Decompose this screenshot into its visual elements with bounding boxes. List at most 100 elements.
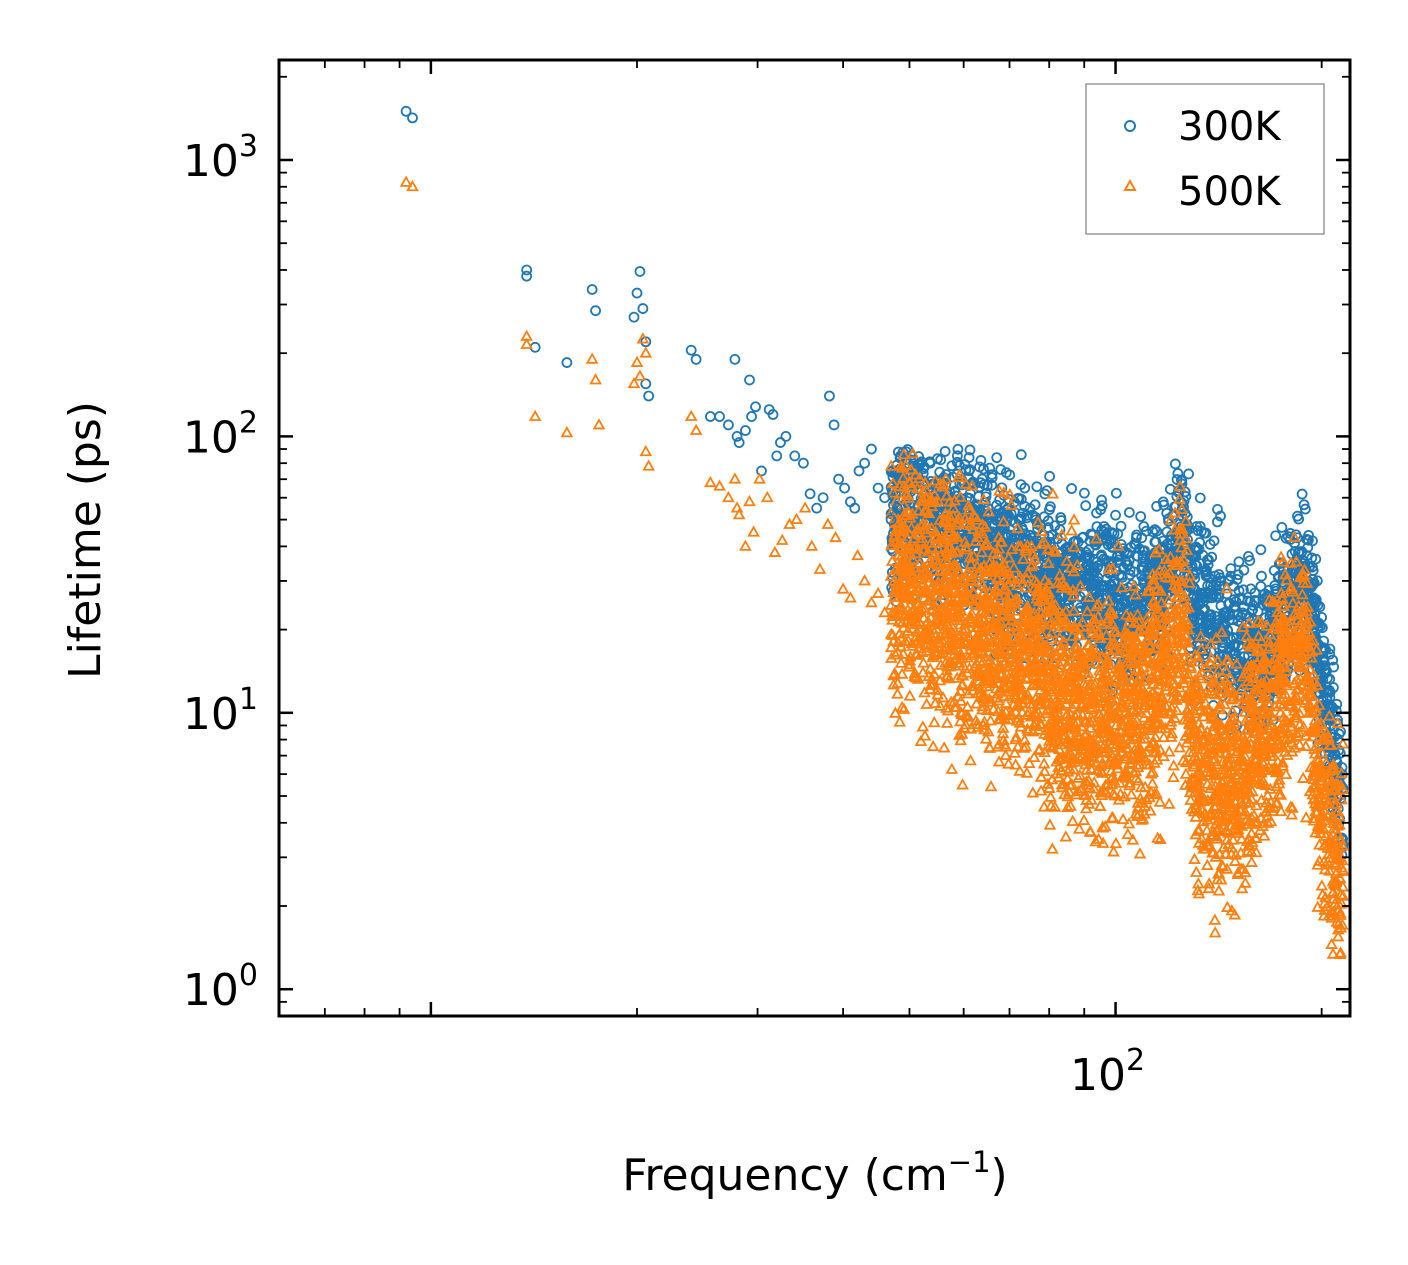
dense-point-500k xyxy=(912,504,925,516)
dense-point-500k xyxy=(1183,569,1197,581)
dense-point-300k xyxy=(1195,525,1207,537)
dense-point-500k xyxy=(954,733,968,746)
dense-point-500k xyxy=(884,569,898,581)
dense-point-300k xyxy=(1225,563,1237,574)
dense-point-500k xyxy=(1164,662,1178,674)
dense-point-500k xyxy=(956,778,969,790)
dense-point-500k xyxy=(1032,723,1046,735)
dense-point-300k xyxy=(1089,538,1101,550)
dense-point-500k xyxy=(1242,616,1256,629)
dense-point-500k xyxy=(1194,629,1208,642)
dense-point-300k xyxy=(986,479,998,491)
dense-point-300k xyxy=(1194,492,1206,504)
dense-point-500k xyxy=(897,621,910,633)
dense-point-300k xyxy=(1198,605,1210,617)
dense-point-500k xyxy=(897,647,910,659)
dense-point-500k xyxy=(1241,659,1255,671)
dense-point-500k xyxy=(923,662,937,674)
dense-point-500k xyxy=(1148,741,1162,753)
dense-point-500k xyxy=(965,679,979,692)
dense-point-500k xyxy=(1041,777,1055,789)
dense-point-500k xyxy=(1139,668,1153,680)
dense-point-500k xyxy=(1213,721,1227,734)
dense-point-500k xyxy=(1070,558,1084,571)
dense-point-300k xyxy=(991,452,1003,464)
dense-point-500k xyxy=(999,696,1013,708)
dense-point-500k xyxy=(1214,718,1228,730)
dense-point-500k xyxy=(885,651,898,663)
dense-point-300k xyxy=(1289,537,1300,549)
dense-point-500k xyxy=(1074,579,1087,591)
dense-point-300k xyxy=(1074,602,1086,614)
dense-point-500k xyxy=(1209,631,1223,643)
dense-point-500k xyxy=(903,689,917,701)
dense-point-500k xyxy=(890,494,903,506)
dense-point-500k xyxy=(1243,678,1257,690)
dense-point-500k xyxy=(1175,541,1188,553)
dense-point-300k xyxy=(1119,598,1131,610)
dense-point-300k xyxy=(995,464,1007,475)
dense-point-500k xyxy=(1146,765,1160,777)
dense-point-300k xyxy=(1137,573,1149,585)
dense-point-500k xyxy=(1042,556,1055,569)
dense-point-300k xyxy=(1292,510,1303,522)
dense-point-300k xyxy=(1213,569,1225,580)
dense-point-500k xyxy=(1137,654,1151,667)
dense-point-500k xyxy=(1221,653,1235,666)
dense-point-300k xyxy=(1276,522,1288,533)
dense-point-300k xyxy=(1205,585,1217,597)
dense-point-300k xyxy=(1313,658,1325,670)
dense-point-500k xyxy=(964,557,978,569)
dense-point-300k xyxy=(978,463,989,475)
dense-point-500k xyxy=(1132,742,1146,755)
dense-point-500k xyxy=(1044,632,1058,645)
dense-point-300k xyxy=(1192,599,1204,611)
dense-point-500k xyxy=(1093,708,1107,720)
dense-point-500k xyxy=(1134,781,1148,793)
dense-point-500k xyxy=(1108,789,1122,801)
dense-point-500k xyxy=(1234,682,1248,694)
dense-point-500k xyxy=(1272,773,1286,785)
dense-point-500k xyxy=(1131,809,1144,821)
dense-point-500k xyxy=(1286,596,1300,608)
dense-point-500k xyxy=(946,532,959,545)
dense-point-300k xyxy=(952,443,964,455)
dense-point-500k xyxy=(916,576,930,588)
dense-point-500k xyxy=(963,518,977,530)
dense-point-500k xyxy=(1128,616,1142,628)
dense-point-500k xyxy=(1045,772,1059,785)
dense-point-500k xyxy=(1295,567,1309,579)
dense-point-500k xyxy=(1173,479,1187,492)
dense-point-500k xyxy=(1255,634,1268,646)
dense-point-500k xyxy=(1020,672,1034,684)
dense-point-500k xyxy=(1312,698,1326,710)
dense-point-500k xyxy=(940,716,954,728)
dense-point-500k xyxy=(1126,833,1140,845)
dense-point-500k xyxy=(1046,487,1060,499)
dense-point-500k xyxy=(1093,664,1106,676)
dense-point-500k xyxy=(1189,810,1202,822)
dense-point-500k xyxy=(1137,674,1151,686)
dense-point-500k xyxy=(885,554,899,566)
dense-point-500k xyxy=(945,762,959,774)
dense-point-500k xyxy=(1011,740,1025,752)
dense-point-300k xyxy=(1135,511,1147,522)
dense-point-500k xyxy=(1287,608,1301,620)
dense-point-300k xyxy=(1121,559,1133,571)
dense-point-500k xyxy=(1197,814,1210,827)
dense-point-300k xyxy=(1110,509,1121,521)
dense-point-500k xyxy=(999,582,1013,594)
dense-point-300k xyxy=(1110,487,1122,499)
dense-point-500k xyxy=(1146,777,1159,789)
dense-point-300k xyxy=(964,444,976,456)
dense-point-500k xyxy=(970,560,984,572)
dense-point-300k xyxy=(1096,494,1107,506)
dense-point-500k xyxy=(890,561,903,573)
dense-point-300k xyxy=(1212,516,1223,528)
dense-point-500k xyxy=(992,755,1006,767)
dense-point-500k xyxy=(1302,706,1316,718)
dense-point-500k xyxy=(1179,514,1193,526)
dense-point-500k xyxy=(1007,561,1021,573)
dense-point-500k xyxy=(900,615,914,627)
dense-point-500k xyxy=(962,629,976,642)
